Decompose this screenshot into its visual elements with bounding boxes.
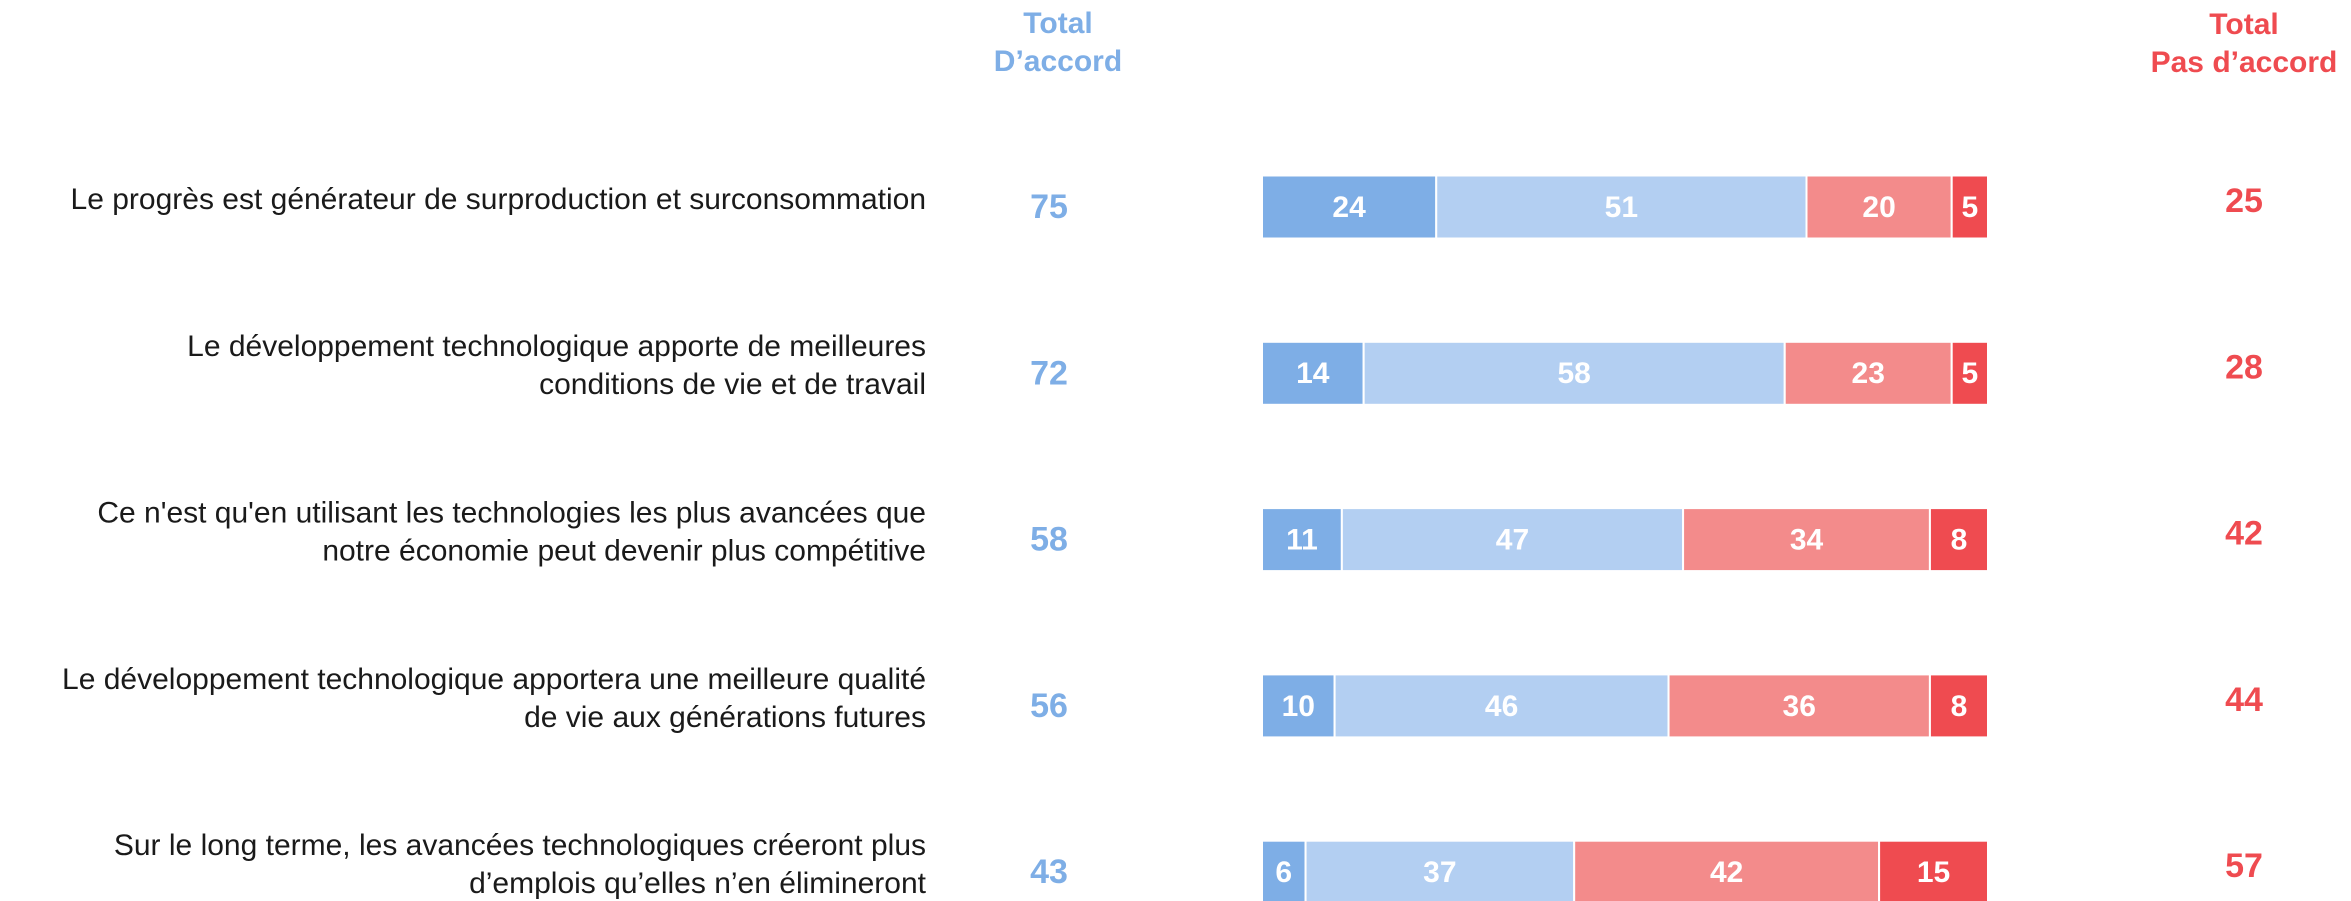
header-disagree: Pas d’accord — [2151, 46, 2338, 79]
header-agree: Total — [1023, 7, 1092, 40]
value-label: 42 — [1710, 856, 1743, 889]
value-label: 36 — [1783, 690, 1816, 723]
bar-segment — [1261, 507, 1343, 573]
value-label: 5 — [1962, 191, 1979, 224]
bar-segment — [1950, 174, 1989, 240]
value-label: 51 — [1605, 191, 1638, 224]
bar-segment — [1783, 340, 1953, 406]
value-label: 11 — [1286, 524, 1318, 557]
bar-segment — [1340, 507, 1685, 573]
bar-segment — [1362, 340, 1786, 406]
bar-segment — [1435, 174, 1808, 240]
total-agree: 75 — [1030, 188, 1068, 226]
category-label: de vie aux générations futures — [524, 701, 926, 734]
value-label: 37 — [1423, 856, 1456, 889]
bar-segment — [1261, 340, 1365, 406]
bar-segment — [1878, 839, 1989, 901]
category-label: Sur le long terme, les avancées technolo… — [114, 829, 926, 862]
bar-segment — [1805, 174, 1953, 240]
header-disagree: Total — [2209, 8, 2278, 41]
total-disagree: 25 — [2225, 182, 2263, 220]
total-disagree: 42 — [2225, 515, 2263, 553]
category-label: notre économie peut devenir plus compéti… — [322, 535, 926, 568]
value-label: 20 — [1862, 191, 1895, 224]
bar-segment — [1261, 174, 1438, 240]
total-agree: 43 — [1030, 853, 1068, 891]
category-label: Le développement technologique apportera… — [62, 663, 926, 696]
value-label: 47 — [1496, 524, 1529, 557]
total-agree: 72 — [1030, 354, 1068, 392]
total-disagree: 57 — [2225, 847, 2263, 885]
category-label: Ce n'est qu'en utilisant les technologie… — [97, 497, 926, 530]
bar-segment — [1261, 673, 1336, 739]
bar-segment — [1261, 839, 1307, 901]
value-label: 58 — [1557, 357, 1590, 390]
value-label: 23 — [1852, 357, 1885, 390]
bar-segment — [1950, 340, 1989, 406]
value-label: 6 — [1275, 856, 1292, 889]
value-label: 10 — [1282, 690, 1315, 723]
category-label: Le progrès est générateur de surproducti… — [71, 183, 926, 216]
bar-segment — [1928, 673, 1990, 739]
value-label: 34 — [1790, 524, 1824, 557]
value-label: 14 — [1296, 357, 1330, 390]
value-label: 8 — [1951, 524, 1968, 557]
value-label: 5 — [1962, 357, 1979, 390]
total-disagree: 28 — [2225, 348, 2263, 386]
value-label: 15 — [1917, 856, 1950, 889]
total-agree: 56 — [1030, 687, 1068, 725]
total-disagree: 44 — [2225, 681, 2263, 719]
total-agree: 58 — [1030, 521, 1068, 559]
category-label: d’emplois qu’elles n’en élimineront — [469, 867, 927, 900]
category-label: Le développement technologique apporte d… — [187, 330, 926, 363]
header-agree: D’accord — [994, 45, 1122, 78]
value-label: 46 — [1485, 690, 1518, 723]
value-label: 8 — [1951, 690, 1968, 723]
bar-segment — [1928, 507, 1990, 573]
bar-segment — [1573, 839, 1881, 901]
value-label: 24 — [1332, 191, 1366, 224]
bar-segment — [1333, 673, 1670, 739]
category-label: conditions de vie et de travail — [539, 368, 926, 401]
